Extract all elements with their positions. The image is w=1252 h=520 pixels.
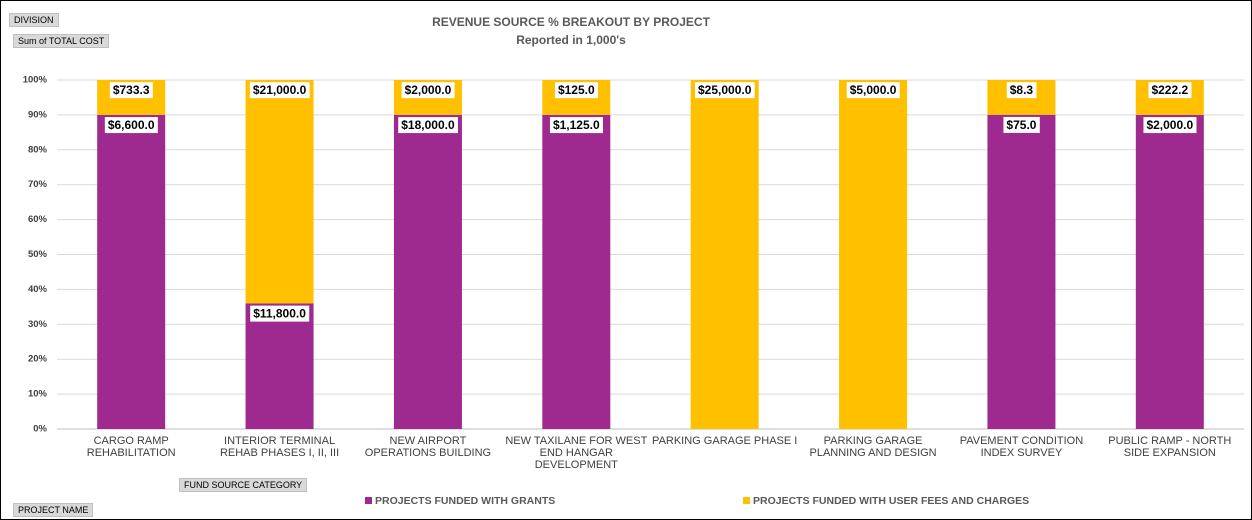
data-label-text: $11,800.0: [253, 307, 306, 321]
x-tick-label: NEW AIRPORT OPERATIONS BUILDING: [364, 435, 492, 459]
data-label-text: $2,000.0: [405, 83, 452, 97]
legend-swatch: [365, 497, 372, 504]
data-label-box: [249, 82, 310, 99]
data-label-text: $2,000.0: [1146, 118, 1193, 132]
chart-title: REVENUE SOURCE % BREAKOUT BY PROJECT: [432, 15, 710, 29]
x-tick-label: INTERIOR TERMINAL REHAB PHASES I, II, II…: [219, 435, 340, 459]
data-label: $1,125.0: [549, 117, 603, 134]
y-tick-label: 50%: [28, 249, 48, 260]
data-label: $2,000.0: [1143, 117, 1197, 134]
legend-swatch: [743, 497, 750, 504]
data-label-text: $21,000.0: [253, 83, 307, 97]
y-tick-label: 70%: [28, 179, 48, 190]
legend-label: PROJECTS FUNDED WITH USER FEES AND CHARG…: [753, 495, 1029, 507]
bar-segment: [987, 114, 1056, 430]
data-label-box: [1148, 82, 1192, 99]
bar-segment: [1135, 114, 1204, 430]
data-label-box: [1143, 117, 1197, 134]
data-label: $5,000.0: [846, 82, 900, 99]
data-label-box: [549, 117, 603, 134]
bar-segment: [542, 114, 611, 430]
y-tick-label: 30%: [28, 319, 48, 330]
data-label: $18,000.0: [398, 117, 458, 134]
data-label-box: [1006, 82, 1037, 99]
y-tick-label: 60%: [28, 214, 48, 225]
data-label: $2,000.0: [401, 82, 455, 99]
data-label-text: $222.2: [1151, 83, 1188, 97]
y-tick-label: 90%: [28, 109, 48, 120]
data-label: $25,000.0: [694, 82, 755, 99]
data-label: $11,800.0: [250, 305, 310, 322]
y-tick-label: 100%: [23, 75, 48, 86]
data-label: $222.2: [1148, 82, 1192, 99]
data-label-text: $25,000.0: [698, 83, 752, 97]
y-tick-label: 80%: [28, 144, 48, 155]
data-label: $75.0: [1003, 116, 1040, 133]
bar-segment: [839, 80, 908, 429]
data-label-box: [398, 117, 458, 134]
data-label-text: $75.0: [1006, 118, 1036, 132]
pivot-values-button[interactable]: Sum of TOTAL COST: [13, 34, 110, 48]
data-label-box: [104, 117, 158, 134]
data-label: $21,000.0: [249, 82, 310, 99]
data-label-box: [250, 305, 310, 322]
data-label: $733.3: [109, 82, 153, 99]
x-tick-label: PUBLIC RAMP - NORTH SIDE EXPANSION: [1108, 435, 1232, 459]
legend-label: PROJECTS FUNDED WITH GRANTS: [375, 495, 555, 507]
x-tick-label: NEW TAXILANE FOR WEST END HANGAR DEVELOP…: [505, 435, 648, 471]
y-tick-label: 0%: [33, 424, 47, 435]
x-tick-label: PARKING GARAGE PHASE I: [652, 435, 798, 447]
pivot-filter-button[interactable]: DIVISION: [9, 13, 59, 27]
y-tick-label: 20%: [28, 354, 48, 365]
pivot-axis-button[interactable]: PROJECT NAME: [13, 503, 94, 517]
bar-segment: [690, 80, 759, 429]
bar-segment: [245, 80, 314, 304]
pivot-legend-button[interactable]: FUND SOURCE CATEGORY: [179, 478, 308, 492]
y-tick-label: 10%: [28, 389, 48, 400]
y-tick-label: 40%: [28, 284, 48, 295]
grid: [57, 79, 1244, 430]
x-tick-label: CARGO RAMP REHABILITATION: [86, 435, 176, 459]
x-tick-label: PARKING GARAGE PLANNING AND DESIGN: [809, 435, 937, 459]
data-label-box: [1003, 116, 1040, 133]
data-label-box: [109, 82, 153, 99]
data-label-text: $733.3: [113, 83, 150, 97]
data-label-text: $6,600.0: [108, 118, 155, 132]
data-label-text: $18,000.0: [401, 118, 455, 132]
data-label-box: [694, 82, 755, 99]
data-label-box: [401, 82, 455, 99]
bar-segment: [97, 114, 166, 430]
data-label-box: [554, 82, 598, 99]
data-label-box: [846, 82, 900, 99]
bar-segment: [245, 303, 314, 429]
chart-subtitle: Reported in 1,000's: [516, 33, 626, 47]
bar-segment: [393, 114, 462, 430]
data-label: $8.3: [1006, 82, 1037, 99]
data-label-text: $125.0: [558, 83, 595, 97]
data-label-text: $8.3: [1010, 83, 1034, 97]
data-label-text: $1,125.0: [553, 118, 600, 132]
x-tick-label: PAVEMENT CONDITION INDEX SURVEY: [959, 435, 1084, 459]
data-label-text: $5,000.0: [850, 83, 897, 97]
data-label: $125.0: [554, 82, 598, 99]
data-label: $6,600.0: [104, 117, 158, 134]
